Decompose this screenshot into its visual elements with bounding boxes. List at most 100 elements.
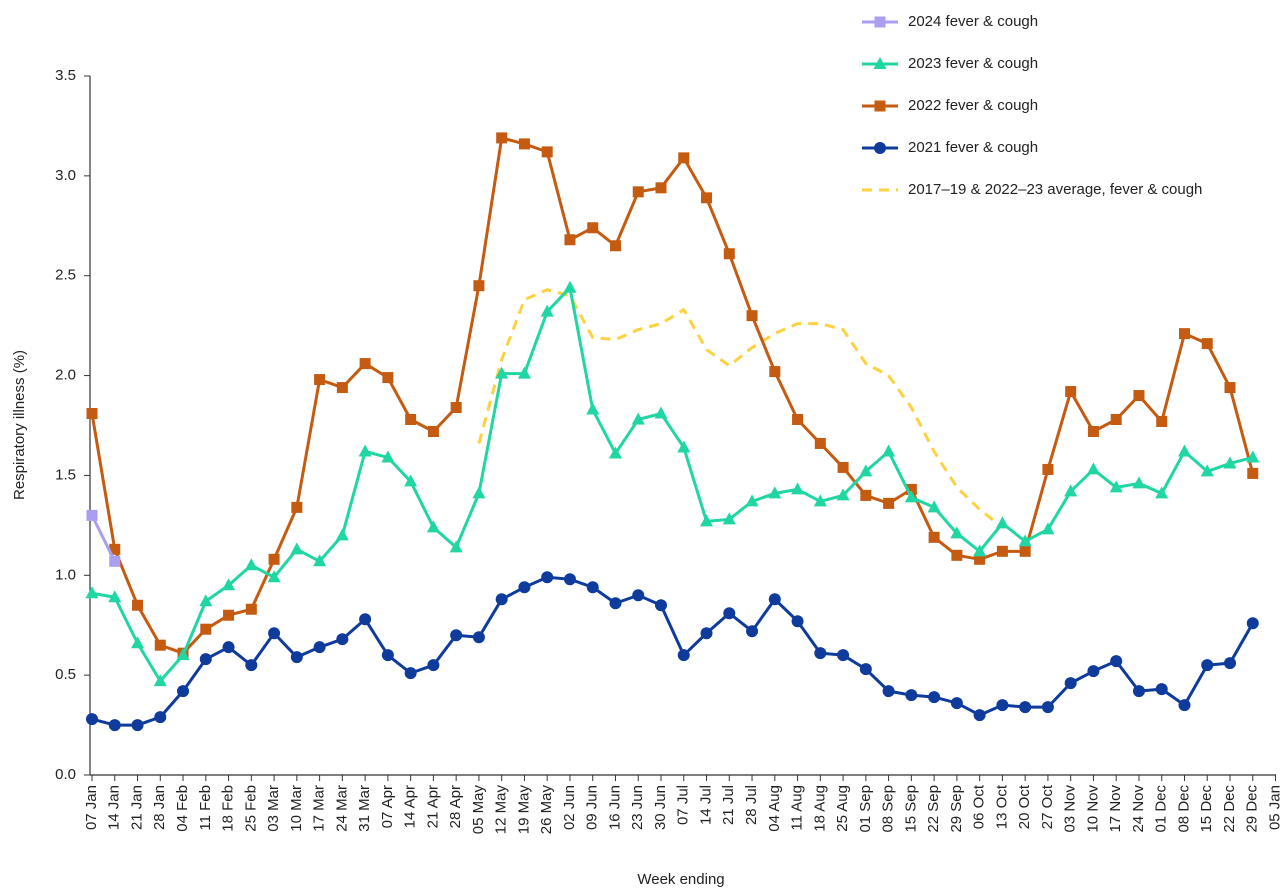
x-tick-label: 24 Mar <box>333 785 350 832</box>
marker <box>1019 701 1032 714</box>
marker <box>1133 390 1145 402</box>
marker <box>905 689 918 702</box>
marker <box>154 711 167 724</box>
marker <box>381 649 394 662</box>
marker <box>495 366 509 379</box>
marker <box>450 629 463 642</box>
marker <box>358 444 372 457</box>
marker <box>177 685 190 698</box>
x-tick-label: 20 Oct <box>1016 784 1033 829</box>
marker <box>791 615 804 628</box>
marker <box>928 691 941 704</box>
marker <box>905 483 917 495</box>
marker <box>1177 444 1191 457</box>
marker <box>655 599 667 612</box>
x-tick-label: 21 Jul <box>720 785 737 825</box>
marker <box>244 558 258 571</box>
series-line <box>90 514 117 562</box>
marker <box>769 366 781 378</box>
x-tick-label: 19 May <box>515 785 532 835</box>
marker <box>996 545 1008 557</box>
marker <box>609 597 622 610</box>
marker <box>882 685 895 698</box>
marker <box>631 412 645 425</box>
marker <box>1178 699 1191 712</box>
marker <box>1246 617 1259 630</box>
marker <box>951 549 963 561</box>
marker <box>996 699 1009 712</box>
marker <box>449 540 463 553</box>
x-tick-label: 09 Jun <box>584 785 601 830</box>
series-line <box>91 286 1254 683</box>
y-tick-label: 3.0 <box>55 167 76 184</box>
marker <box>860 489 872 501</box>
marker <box>1042 463 1054 475</box>
x-tick-label: 17 Nov <box>1107 785 1124 833</box>
marker <box>1087 425 1099 437</box>
x-tick-label: 22 Dec <box>1221 785 1238 833</box>
marker <box>1064 484 1078 497</box>
marker <box>1086 462 1100 475</box>
marker <box>1155 683 1168 696</box>
marker <box>517 366 531 379</box>
marker <box>882 444 896 457</box>
marker <box>723 607 736 620</box>
marker <box>950 697 963 710</box>
marker <box>496 132 508 144</box>
marker <box>904 490 918 503</box>
x-tick-label: 21 Apr <box>424 785 441 828</box>
y-tick-label: 1.0 <box>55 566 76 583</box>
x-tick-label: 22 Sep <box>925 785 942 833</box>
marker <box>1041 522 1055 535</box>
marker <box>973 544 987 557</box>
marker <box>1201 659 1214 672</box>
marker <box>1065 386 1077 398</box>
marker <box>608 446 622 459</box>
marker <box>222 578 236 591</box>
marker <box>677 440 691 453</box>
marker <box>927 500 941 513</box>
x-tick-label: 04 Aug <box>766 785 783 832</box>
marker <box>85 586 99 599</box>
marker <box>473 280 485 292</box>
x-tick-label: 11 Feb <box>197 785 214 831</box>
marker <box>1201 338 1213 350</box>
marker <box>768 486 782 499</box>
marker <box>1224 657 1236 670</box>
marker <box>109 543 121 555</box>
y-tick-label: 2.0 <box>55 367 76 384</box>
marker <box>609 240 621 252</box>
marker <box>1110 655 1123 668</box>
marker <box>109 555 121 567</box>
x-tick-label: 08 Dec <box>1175 785 1192 833</box>
marker <box>132 599 144 611</box>
marker <box>1064 677 1077 690</box>
marker <box>1156 416 1168 428</box>
x-tick-label: 18 Feb <box>220 785 237 832</box>
marker <box>791 482 805 495</box>
marker <box>1247 467 1259 479</box>
marker <box>1110 414 1122 426</box>
marker <box>495 593 508 606</box>
series-line <box>91 575 1255 727</box>
marker <box>541 571 554 584</box>
marker <box>108 590 122 603</box>
x-tick-label: 07 Jan <box>83 785 100 830</box>
marker <box>131 719 144 732</box>
marker <box>586 402 600 415</box>
series-line <box>477 288 1004 529</box>
marker <box>837 461 849 473</box>
marker <box>245 659 258 672</box>
x-tick-label: 16 Jun <box>606 785 623 830</box>
marker <box>131 636 145 649</box>
marker <box>313 641 326 654</box>
x-tick-label: 27 Oct <box>1039 784 1056 829</box>
marker <box>359 613 372 626</box>
x-tick-label: 05 May <box>470 785 487 835</box>
x-tick-label: 04 Feb <box>174 785 191 832</box>
marker <box>1087 665 1100 678</box>
x-tick-label: 29 Sep <box>948 785 965 833</box>
marker <box>86 408 98 420</box>
marker <box>290 651 303 664</box>
marker <box>268 627 281 640</box>
